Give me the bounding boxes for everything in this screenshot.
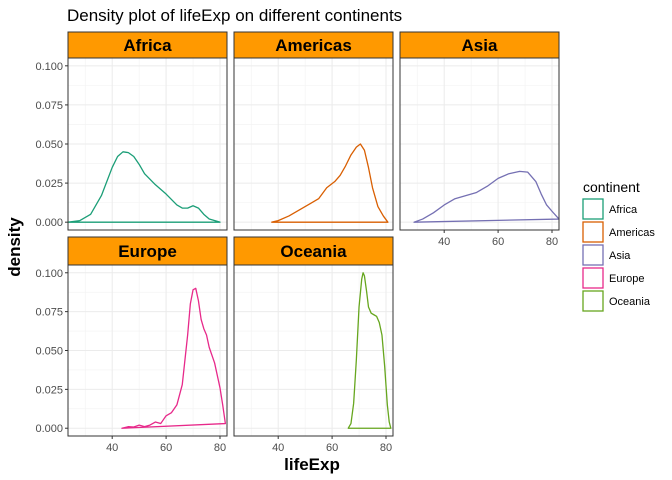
y-tick-label: 0.075 [35,307,63,319]
legend-key-oceania [582,290,604,312]
y-tick-label: 0.025 [35,178,63,190]
strip-label-oceania: Oceania [280,242,347,261]
legend-key-africa [582,198,604,220]
panel-border [233,264,394,437]
legend-label-europe: Europe [609,273,644,285]
facet-europe: Europe 0.000 0.025 0.050 0.075 0.100 40 60 80 [35,236,228,454]
strip-americas [233,31,394,59]
density-line-oceania [347,272,392,429]
x-tick-label: 40 [438,236,450,248]
legend-item-asia: Asia [582,244,631,266]
x-tick-label: 40 [272,442,284,454]
x-tick-label: 40 [106,442,118,454]
density-line-africa [67,151,221,223]
facet-americas: Americas [233,31,394,231]
legend-label-oceania: Oceania [609,296,651,308]
y-axis-title: density [5,217,24,277]
x-axis-title: lifeExp [284,455,340,474]
legend-title: continent [583,179,640,195]
density-line-americas [271,143,389,223]
strip-label-europe: Europe [118,242,177,261]
y-tick-label: 0.025 [35,384,63,396]
strip-africa [67,31,228,59]
legend-item-europe: Europe [582,267,644,289]
legend: continent Africa Americas Asia Europe Oceani… [582,179,655,312]
y-tick-label: 0.000 [35,217,63,229]
chart-title: Density plot of lifeExp on different con… [67,6,402,25]
density-line-asia [413,170,560,223]
facet-africa: Africa 0.000 0.025 0.050 0.075 0.100 [35,31,228,231]
x-tick-label: 80 [546,236,558,248]
x-tick-label: 60 [160,442,172,454]
panel-border [233,57,394,231]
strip-label-asia: Asia [462,36,498,55]
y-tick-label: 0.100 [35,61,63,73]
strip-europe [67,236,228,266]
y-tick-label: 0.100 [35,268,63,280]
x-tick-label: 60 [492,236,504,248]
x-tick-label: 80 [380,442,392,454]
y-tick-label: 0.050 [35,139,63,151]
legend-item-oceania: Oceania [582,290,651,312]
facet-asia: Asia 40 60 80 [399,31,560,248]
strip-asia [399,31,560,59]
y-tick-label: 0.000 [35,423,63,435]
legend-label-asia: Asia [609,250,631,262]
strip-label-americas: Americas [275,36,352,55]
facet-oceania: Oceania 40 60 80 [233,236,394,454]
legend-label-americas: Americas [609,227,655,239]
y-tick-label: 0.050 [35,346,63,358]
density-line-europe [121,287,227,429]
facet-panels: Africa 0.000 0.025 0.050 0.075 0.100 Americas A… [35,31,560,454]
strip-label-africa: Africa [123,36,172,55]
legend-item-americas: Americas [582,221,655,243]
legend-item-africa: Africa [582,198,638,220]
x-tick-label: 80 [214,442,226,454]
legend-key-europe [582,267,604,289]
legend-key-americas [582,221,604,243]
legend-label-africa: Africa [609,204,638,216]
strip-oceania [233,236,394,266]
y-tick-label: 0.075 [35,100,63,112]
legend-key-asia [582,244,604,266]
panel-border [399,57,560,231]
x-tick-label: 60 [326,442,338,454]
